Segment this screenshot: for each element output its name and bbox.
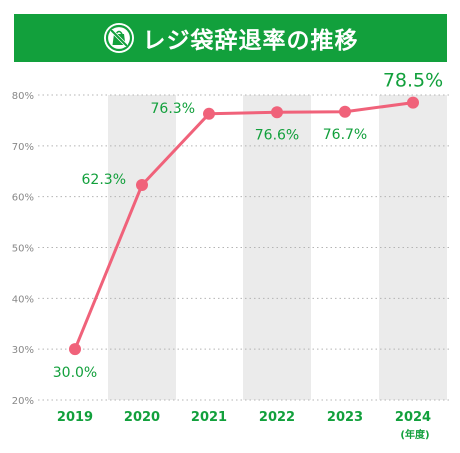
data-point-2024: [407, 96, 419, 109]
x-axis-unit: (年度): [400, 428, 429, 441]
x-tick-label: 2022: [259, 410, 295, 425]
data-point-2022: [271, 106, 283, 119]
data-point-2020: [136, 178, 148, 191]
x-tick-label: 2020: [124, 410, 160, 425]
data-label-2022: 76.6%: [255, 127, 299, 143]
x-tick-label: 2023: [327, 410, 363, 425]
x-axis-tick-labels: 2019 2020 2021 2022 2023 2024: [57, 410, 431, 425]
data-point-2019: [69, 343, 81, 356]
x-tick-label: 2021: [191, 410, 227, 425]
data-label-2019: 30.0%: [53, 365, 97, 381]
no-plastic-bag-icon: [103, 23, 134, 53]
x-tick-label: 2024: [395, 410, 431, 425]
data-labels: 30.0% 62.3% 76.3% 76.6% 76.7% 78.5%: [53, 70, 443, 382]
y-tick-label: 20%: [12, 396, 34, 407]
series-line: [73, 101, 414, 350]
data-label-2021: 76.3%: [151, 101, 195, 117]
y-tick-label: 40%: [12, 294, 34, 305]
chart-title-bar: レジ袋辞退率の推移: [14, 14, 447, 62]
data-point-2023: [339, 105, 351, 118]
x-tick-label: 2019: [57, 410, 93, 425]
y-tick-label: 50%: [12, 244, 34, 255]
data-label-2023: 76.7%: [323, 127, 367, 143]
data-label-2024: 78.5%: [383, 70, 443, 92]
y-axis-tick-labels: 20% 30% 40% 50% 60% 70% 80%: [12, 91, 34, 407]
y-tick-label: 30%: [12, 345, 34, 356]
y-tick-label: 60%: [12, 193, 34, 204]
y-tick-label: 70%: [12, 142, 34, 153]
chart-title: レジ袋辞退率の推移: [142, 28, 359, 54]
data-points: [69, 96, 419, 356]
y-tick-label: 80%: [12, 91, 34, 102]
data-point-2021: [203, 107, 215, 120]
gridlines: [38, 94, 450, 401]
data-label-2020: 62.3%: [82, 172, 126, 188]
